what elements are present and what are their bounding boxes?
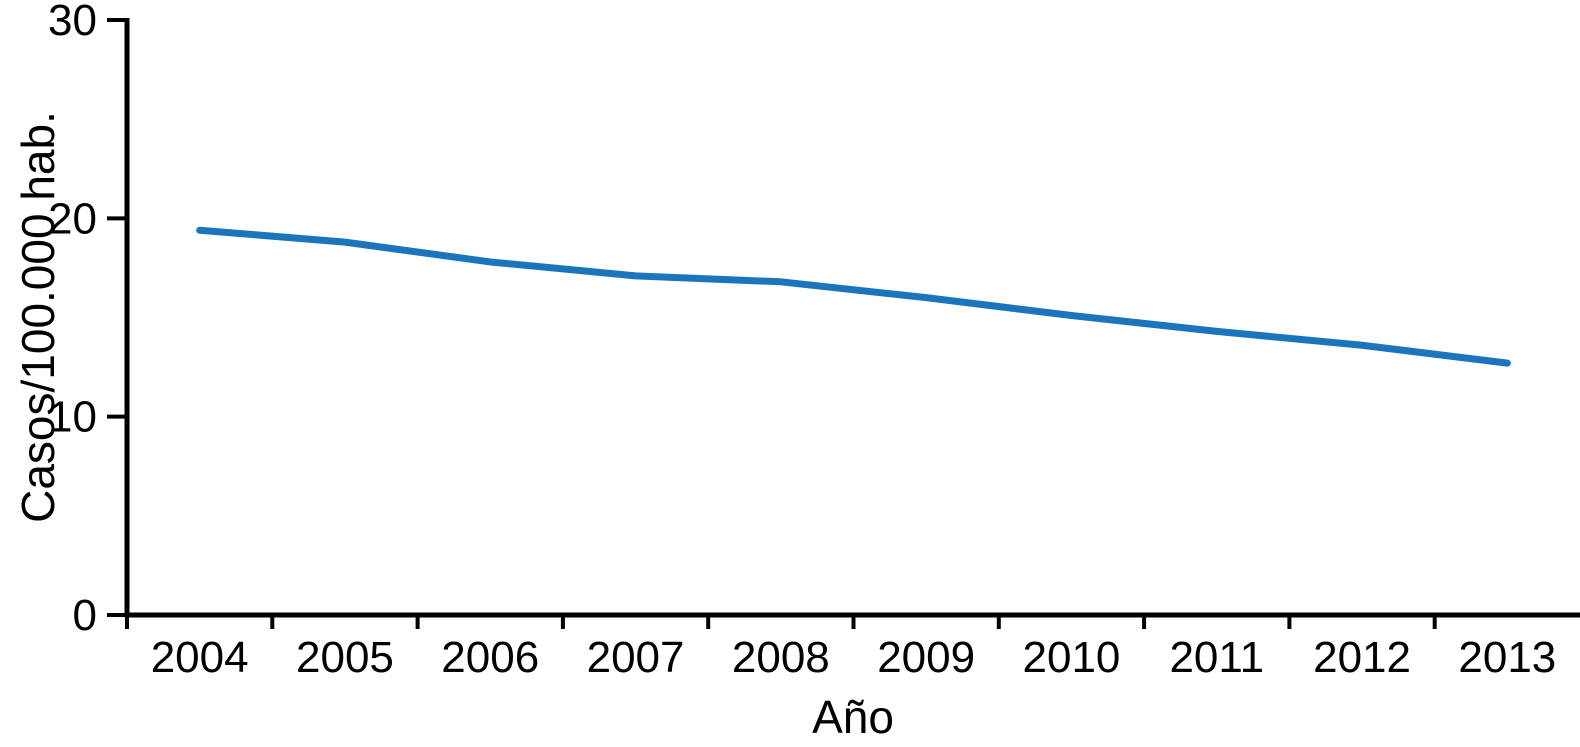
x-tick-label: 2009 — [877, 633, 975, 682]
x-tick-label: 2013 — [1458, 633, 1556, 682]
x-tick-label: 2005 — [296, 633, 394, 682]
y-axis-title: Casos/100.000 hab. — [12, 111, 64, 523]
x-axis-title: Año — [812, 691, 894, 743]
x-tick-label: 2011 — [1169, 633, 1264, 682]
x-tick-label: 2012 — [1313, 633, 1411, 682]
y-tick-label: 30 — [48, 0, 97, 45]
x-tick-label: 2006 — [441, 633, 539, 682]
x-tick-label: 2007 — [587, 633, 685, 682]
y-tick-label: 0 — [73, 591, 97, 640]
x-tick-label: 2008 — [732, 633, 830, 682]
y-tick-label: 20 — [48, 194, 97, 243]
x-tick-label: 2010 — [1023, 633, 1121, 682]
y-tick-label: 10 — [48, 393, 97, 442]
x-tick-label: 2004 — [151, 633, 249, 682]
data-line-series — [196, 226, 1511, 367]
